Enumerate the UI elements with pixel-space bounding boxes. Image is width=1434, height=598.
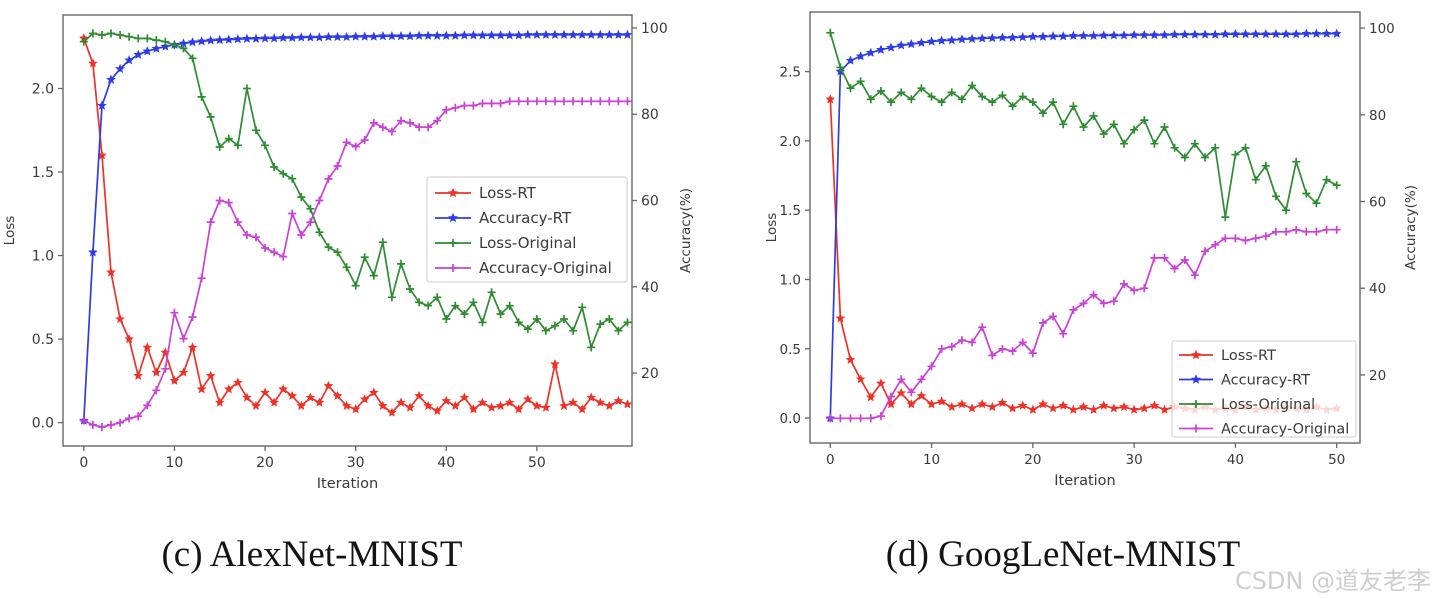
x-tick-label: 30: [347, 455, 365, 471]
right-y-axis: 20 40 60 80 100 Accuracy(%): [1360, 21, 1419, 384]
left-y-tick-label: 2.5: [780, 65, 801, 81]
left-y-tick-label: 2.0: [780, 134, 801, 150]
series-accuracy-rt: [825, 28, 1342, 423]
legend-label: Loss-RT: [479, 184, 537, 202]
caption-googlenet-mnist: (d) GoogLeNet-MNIST: [885, 534, 1241, 575]
x-tick-label: 50: [528, 455, 546, 471]
x-axis-label: Iteration: [1054, 473, 1116, 489]
left-y-tick-label: 1.5: [780, 203, 801, 219]
watermark: CSDN @道友老李: [1234, 567, 1431, 595]
plot-frame: [62, 14, 633, 447]
x-tick-label: 0: [79, 455, 88, 471]
right-y-tick-label: 20: [641, 366, 659, 382]
x-tick-label: 50: [1328, 452, 1345, 468]
right-y-tick-label: 100: [641, 21, 668, 37]
legend-marker-star: [1190, 349, 1202, 360]
legend-marker-plus: [1192, 424, 1200, 433]
right-y-tick-label: 40: [1369, 281, 1386, 297]
left-y-tick-label: 0.5: [780, 342, 801, 358]
series-loss-original: [79, 29, 632, 352]
left-y-tick-label: 1.0: [32, 249, 54, 265]
legend-label: Accuracy-RT: [479, 209, 572, 227]
right-y-tick-label: 80: [641, 107, 659, 123]
right-y-tick-label: 20: [1369, 368, 1386, 384]
legend-marker-plus: [1192, 400, 1200, 408]
plot-frame: [809, 11, 1361, 444]
right-y-axis-label: Accuracy(%): [678, 188, 694, 273]
legend-box: [1171, 340, 1357, 438]
left-y-tick-label: 2.0: [32, 82, 54, 98]
x-tick-label: 40: [1227, 452, 1244, 468]
x-tick-label: 20: [256, 455, 274, 471]
legend: Loss-RT Accuracy-RT Loss-Original Accuracy-…: [426, 176, 628, 283]
series-loss-original: [826, 28, 1341, 222]
legend-marker-plus: [449, 264, 457, 272]
right-y-axis: 20 40 60 80 100 Accuracy(%): [632, 21, 694, 382]
left-y-tick-label: 1.5: [32, 165, 54, 181]
left-y-tick-label: 1.0: [780, 272, 801, 288]
legend-marker-star: [1190, 374, 1202, 384]
right-y-tick-label: 80: [1369, 108, 1386, 124]
series-accuracy-original: [826, 225, 1341, 423]
x-tick-label: 20: [1024, 452, 1041, 468]
series-accuracy-original-markers: [826, 225, 1341, 423]
right-y-axis-label: Accuracy(%): [1403, 185, 1419, 270]
legend-label: Loss-RT: [1221, 348, 1276, 364]
left-y-tick-label: 0.5: [32, 332, 54, 348]
legend-box: [426, 176, 628, 283]
series-loss-rt: [78, 33, 633, 417]
right-y-tick-label: 60: [1369, 194, 1386, 210]
x-tick-label: 10: [166, 455, 184, 471]
legend-marker-plus: [449, 239, 457, 247]
series-accuracy-original-markers: [79, 97, 632, 431]
x-tick-label: 0: [826, 452, 835, 468]
x-axis: 0 10 20 30 40 50 Iteration: [826, 443, 1345, 489]
legend-label: Accuracy-RT: [1221, 373, 1310, 389]
chart-alexnet-mnist: 0 10 20 30 40 50 Iteration 0.0 0.5 1.0 1.5 2.0 Loss 2…: [0, 0, 717, 520]
left-y-axis: 0.0 0.5 1.0 1.5 2.0 2.5 Loss: [764, 65, 810, 427]
legend-marker-star: [447, 212, 459, 223]
legend-label: Loss-Original: [1221, 397, 1315, 413]
x-axis: 0 10 20 30 40 50 Iteration: [79, 446, 546, 492]
left-y-axis-label: Loss: [764, 213, 780, 243]
legend: Loss-RT Accuracy-RT Loss-Original Accuracy-…: [1171, 340, 1357, 438]
chart-svg: 0 10 20 30 40 50 Iteration 0.0 0.5 1.0 1.5 2.0 Loss 2…: [2, 14, 694, 492]
caption-alexnet-mnist: (c) AlexNet-MNIST: [161, 534, 463, 575]
legend-label: Accuracy-Original: [479, 259, 612, 277]
x-tick-label: 30: [1126, 452, 1143, 468]
legend-marker-star: [447, 187, 459, 198]
left-y-axis: 0.0 0.5 1.0 1.5 2.0 Loss: [2, 82, 63, 432]
series-loss-original-markers: [79, 29, 632, 352]
left-y-tick-label: 0.0: [780, 411, 801, 427]
series-accuracy-original: [79, 97, 632, 431]
right-y-tick-label: 100: [1369, 21, 1395, 37]
left-y-axis-label: Loss: [2, 216, 18, 246]
left-y-tick-label: 0.0: [32, 416, 54, 432]
right-y-tick-label: 60: [641, 194, 659, 210]
legend-label: Loss-Original: [479, 234, 576, 252]
x-axis-label: Iteration: [317, 476, 379, 492]
x-tick-label: 40: [437, 455, 455, 471]
chart-googlenet-mnist: 0 10 20 30 40 50 Iteration 0.0 0.5 1.0 1.5 2.0 2.5 Lo…: [717, 0, 1434, 520]
legend-label: Accuracy-Original: [1221, 422, 1349, 438]
x-tick-label: 10: [923, 452, 940, 468]
chart-svg: 0 10 20 30 40 50 Iteration 0.0 0.5 1.0 1.5 2.0 2.5 Lo…: [764, 11, 1419, 489]
right-y-tick-label: 40: [641, 280, 659, 296]
series-loss-original-markers: [826, 28, 1341, 222]
